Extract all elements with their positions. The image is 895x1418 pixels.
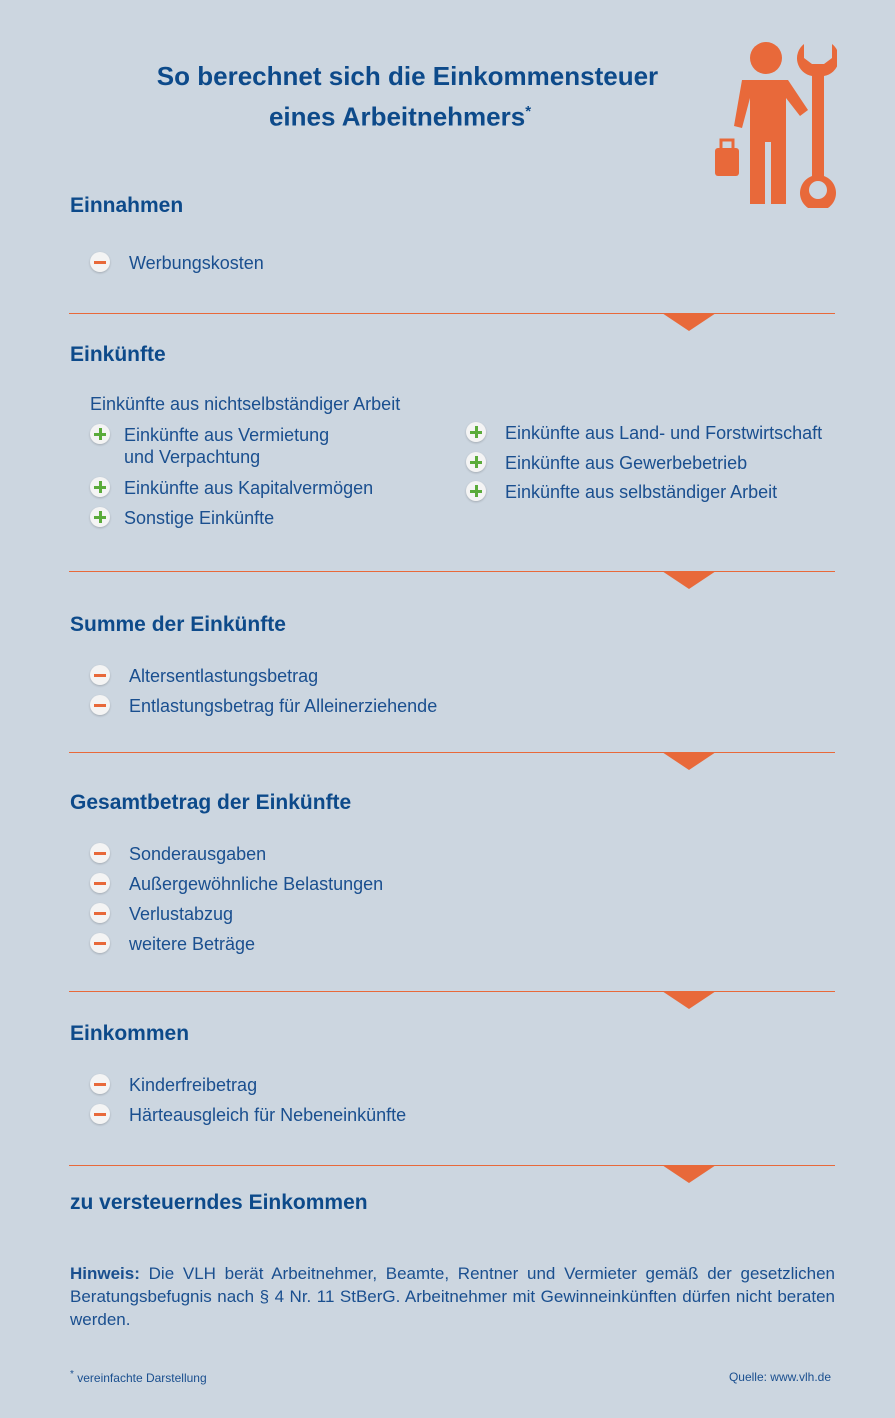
minus-icon [90,695,110,715]
note-label: Hinweis: [70,1264,140,1283]
list-item: Einkünfte aus selbständiger Arbeit [466,481,777,503]
list-item: Sonderausgaben [90,843,266,865]
minus-icon [90,252,110,272]
heading-einkuenfte: Einkünfte [70,343,166,366]
arrow-down-icon [662,313,716,331]
list-item: Einkünfte aus Land- und Forstwirtschaft [466,422,822,444]
list-item: Altersentlastungsbetrag [90,665,318,687]
item-label: Einkünfte aus selbständiger Arbeit [505,482,778,502]
intro-item: Einkünfte aus nichtselbständiger Arbeit [90,394,401,414]
heading-einnahmen: Einnahmen [70,194,184,217]
minus-icon [90,873,110,893]
minus-icon [90,933,110,953]
arrow-down-icon [662,991,716,1009]
source: Quelle: www.vlh.de [728,1370,831,1384]
heading-einkommen: Einkommen [70,1022,190,1045]
list-item: Sonstige Einkünfte [90,507,274,529]
item-label: Entlastungsbetrag für Alleinerziehende [129,696,438,716]
footnote: * vereinfachte Darstellung [70,1369,207,1385]
divider [69,752,835,753]
worker-with-wrench-icon [715,42,837,208]
title-asterisk: * [525,103,532,120]
item-label: weitere Beträge [129,934,256,954]
note: Hinweis: Die VLH berät Arbeitnehmer, Bea… [70,1262,835,1331]
arrow-down-icon [662,571,716,589]
footnote-text: vereinfachte Darstellung [77,1371,207,1385]
heading-gesamtbetrag: Gesamtbetrag der Einkünfte [70,791,352,814]
minus-icon [90,843,110,863]
item-label: Sonderausgaben [129,844,267,864]
list-item: Werbungskosten [90,252,264,274]
title-text: eines Arbeitnehmers [268,101,526,132]
item-label: Einkünfte aus Vermietung und Verpachtung [124,425,330,467]
plus-icon [90,507,110,527]
list-item: Einkünfte aus Kapitalvermögen [90,477,373,499]
item-label: Kinderfreibetrag [129,1075,258,1095]
list-item: Außergewöhnliche Belastungen [90,873,383,895]
title-line-2: eines Arbeitnehmers* [150,94,650,135]
arrow-down-icon [662,752,716,770]
minus-icon [90,1104,110,1124]
list-item: weitere Beträge [90,933,255,955]
plus-icon [466,452,486,472]
heading-summe: Summe der Einkünfte [70,613,286,636]
plus-icon [90,477,110,497]
list-item: Verlustabzug [90,903,233,925]
item-label: Härteausgleich für Nebeneinkünfte [129,1105,407,1125]
title-line-1: So berechnet sich die Einkommensteuer [156,61,659,91]
minus-icon [90,903,110,923]
minus-icon [90,665,110,685]
arrow-down-icon [662,1165,716,1183]
list-item: Einkünfte aus Vermietung und Verpachtung [90,424,329,468]
item-label: Werbungskosten [129,253,264,273]
item-label: Einkünfte aus Kapitalvermögen [124,478,374,498]
heading-zu-versteuerndes-einkommen: zu versteuerndes Einkommen [70,1191,368,1214]
plus-icon [466,422,486,442]
list-item: Einkünfte aus Gewerbebetrieb [466,452,747,474]
list-item: Härteausgleich für Nebeneinkünfte [90,1104,406,1126]
divider [69,991,835,992]
item-label: Außergewöhnliche Belastungen [129,874,384,894]
footnote-asterisk: * [70,1369,74,1380]
item-label: Verlustabzug [129,904,234,924]
list-item: Kinderfreibetrag [90,1074,257,1096]
list-item: Entlastungsbetrag für Alleinerziehende [90,695,437,717]
divider [69,1165,835,1166]
item-label: Einkünfte aus Gewerbebetrieb [505,453,748,473]
plus-icon [466,481,486,501]
plus-icon [90,424,110,444]
divider [69,571,835,572]
minus-icon [90,1074,110,1094]
item-label: Sonstige Einkünfte [124,508,275,528]
item-label: Altersentlastungsbetrag [129,666,319,686]
item-label: Einkünfte aus Land- und Forstwirtschaft [505,423,823,443]
note-text: Die VLH berät Arbeitnehmer, Beamte, Rent… [70,1264,835,1329]
divider [69,313,835,314]
